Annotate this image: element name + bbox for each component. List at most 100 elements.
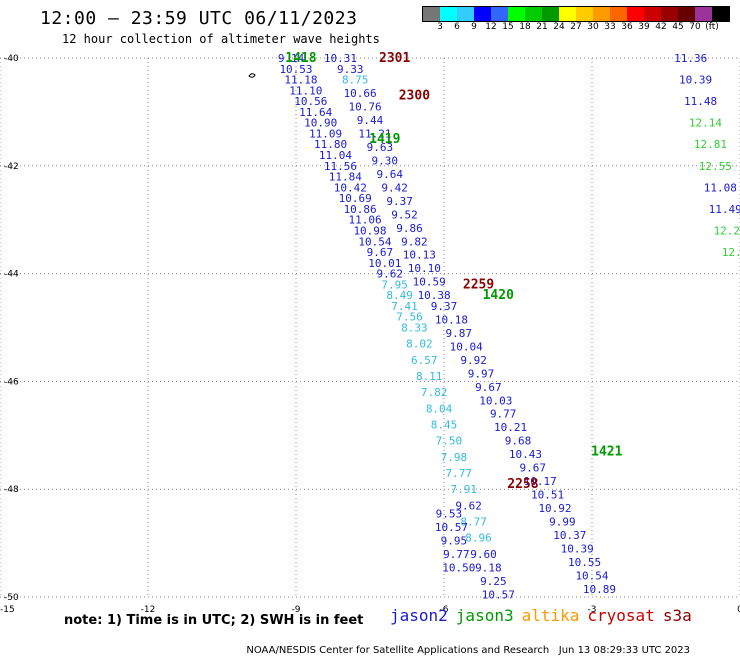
swh-value-label: 10.18: [435, 313, 468, 326]
color-scale-label: 24: [553, 22, 565, 32]
swh-value-label: 10.03: [479, 394, 512, 407]
color-scale-label: 3: [437, 22, 443, 32]
swh-value-label: 9.33: [337, 63, 364, 76]
swh-value-label: 8.45: [431, 419, 458, 432]
swh-value-label: 11.04: [319, 149, 352, 162]
pass-time-label: 1421: [591, 444, 622, 459]
swh-value-label: 8.04: [426, 402, 453, 415]
swh-value-label: 10.54: [575, 569, 608, 582]
y-tick-label: -50: [4, 593, 19, 603]
swh-value-label: 10.92: [538, 502, 571, 515]
color-swatch: [610, 7, 627, 21]
color-scale-label: (ft): [705, 22, 719, 32]
swh-value-label: 11.64: [299, 106, 332, 119]
color-swatch: [457, 7, 474, 21]
footer-note: note: 1) Time is in UTC; 2) SWH is in fe…: [64, 613, 364, 628]
swh-value-label: 7.98: [441, 451, 468, 464]
swh-value-label: 10.10: [408, 262, 441, 275]
swh-value-label: 7.95: [381, 278, 408, 291]
swh-value-label: 9.53: [436, 507, 463, 520]
color-scale-bar: [422, 6, 730, 22]
swh-value-label: 9.64: [376, 168, 403, 181]
color-scale-label: 12: [485, 22, 497, 32]
swh-value-label: 11.21: [358, 127, 391, 140]
color-swatch: [559, 7, 576, 21]
swh-value-label: 11.36: [674, 52, 707, 65]
swh-value-label: 9.97: [468, 367, 495, 380]
x-tick-label: -12: [141, 605, 156, 615]
swh-value-label: 11.09: [309, 127, 342, 140]
swh-value-label: 11.08: [704, 181, 737, 194]
swh-value-label: 7.91: [450, 483, 477, 496]
swh-value-label: 10.37: [553, 529, 586, 542]
color-swatch: [695, 7, 712, 21]
swh-value-label: 10.86: [344, 203, 377, 216]
swh-value-label: 10.50: [442, 561, 475, 574]
swh-value-label: 10.76: [349, 101, 382, 114]
swh-value-label: 9.44: [357, 114, 384, 127]
swh-value-label: 10.01: [368, 257, 401, 270]
color-scale-label: 9: [471, 22, 477, 32]
swh-value-label: 7.56: [396, 311, 423, 324]
swh-value-label: 12.29: [714, 224, 740, 237]
swh-value-label: 7.50: [436, 435, 463, 448]
color-swatch: [627, 7, 644, 21]
color-scale-label: 30: [587, 22, 599, 32]
swh-value-label: 9.60: [470, 548, 497, 561]
swh-value-label: 12.55: [699, 160, 732, 173]
swh-value-label: 9.67: [520, 462, 547, 475]
color-swatch: [440, 7, 457, 21]
footer-credit: NOAA/NESDIS Center for Satellite Applica…: [240, 634, 690, 656]
swh-value-label: 12.2: [722, 246, 740, 259]
swh-value-label: 8.75: [342, 74, 369, 87]
color-scale-label: 33: [604, 22, 616, 32]
pass-time-label: 1420: [483, 288, 514, 303]
swh-value-label: 9.87: [446, 327, 473, 340]
swh-value-label: 11.80: [314, 138, 347, 151]
color-swatch: [678, 7, 695, 21]
swh-value-label: 11.84: [329, 171, 362, 184]
color-scale-label: 70: [689, 22, 701, 32]
swh-value-label: 10.66: [344, 87, 377, 100]
swh-value-label: 9.92: [460, 354, 487, 367]
swh-value-label: 8.77: [460, 516, 487, 529]
color-scale-label: 42: [655, 22, 667, 32]
swh-value-label: 10.42: [334, 181, 367, 194]
swh-value-label: 10.39: [679, 74, 712, 87]
swh-value-label: 9.52: [391, 208, 418, 221]
swh-value-label: 10.53: [279, 63, 312, 76]
y-tick-label: -44: [4, 270, 19, 280]
pass-time-label: 2300: [399, 89, 430, 104]
swh-value-label: 11.48: [684, 95, 717, 108]
swh-value-label: 10.38: [418, 289, 451, 302]
swh-value-label: 9.30: [372, 154, 399, 167]
color-scale-label: 18: [519, 22, 531, 32]
swh-value-label: 9.77: [490, 408, 517, 421]
pass-time-label: 1419: [369, 132, 400, 147]
swh-value-label: 9.99: [549, 516, 576, 529]
swh-value-label: 10.69: [339, 192, 372, 205]
satellite-jason3: jason3: [455, 606, 514, 625]
swh-value-label: 11.18: [284, 74, 317, 87]
swh-value-label: 12.81: [694, 138, 727, 151]
swh-value-label: 10.43: [509, 448, 542, 461]
swh-value-label: 8.02: [406, 338, 433, 351]
satellite-legend: jason2 jason3 altika cryosat s3a: [390, 606, 692, 625]
pass-time-label: 2259: [463, 277, 494, 292]
x-tick-label: -3: [588, 605, 597, 615]
swh-value-label: 9.68: [505, 435, 532, 448]
swh-value-label: 10.57: [482, 588, 515, 601]
island-outline: [248, 73, 256, 78]
swh-value-label: 10.17: [524, 475, 557, 488]
swh-value-label: 10.04: [450, 340, 483, 353]
color-scale-label: 39: [638, 22, 650, 32]
color-swatch: [593, 7, 610, 21]
swh-value-label: 9.37: [431, 300, 458, 313]
swh-value-label: 8.33: [401, 322, 428, 335]
color-swatch: [542, 7, 559, 21]
color-swatch: [525, 7, 542, 21]
y-tick-label: -48: [4, 485, 19, 495]
pass-time-label: 1418: [285, 51, 316, 66]
swh-value-label: 9.82: [401, 235, 428, 248]
credit-timestamp: Jun 13 08:29:33 UTC 2023: [558, 645, 691, 656]
